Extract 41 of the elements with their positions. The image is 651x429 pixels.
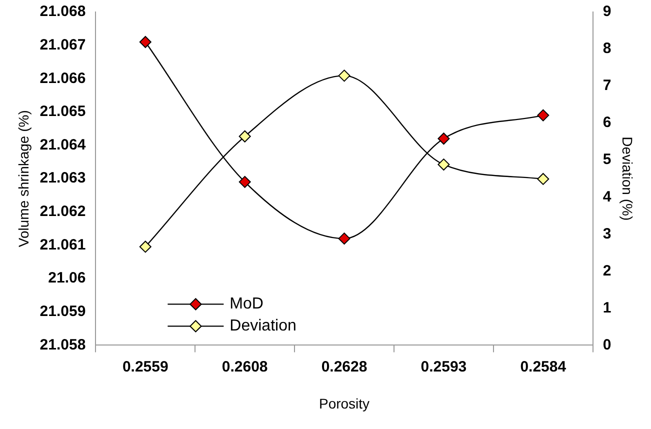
legend-label: Deviation bbox=[230, 318, 296, 335]
y-tick-label: 21.064 bbox=[40, 136, 86, 154]
y-tick-label: 21.058 bbox=[40, 336, 86, 354]
y2-tick-label: 3 bbox=[602, 225, 612, 242]
point bbox=[139, 36, 152, 48]
point bbox=[537, 172, 550, 185]
point bbox=[537, 109, 550, 122]
point bbox=[338, 70, 350, 82]
y2-tick-label: 2 bbox=[602, 262, 612, 280]
x-tick-label: 0.2628 bbox=[321, 358, 368, 376]
y-tick-label: 21.062 bbox=[40, 203, 86, 220]
y-tick-label: 21.061 bbox=[40, 236, 86, 254]
point bbox=[238, 176, 251, 188]
y2-axis-title: Deviation (%) bbox=[620, 136, 636, 221]
x-tick-label: 0.2608 bbox=[222, 358, 268, 376]
y-tick-label: 21.063 bbox=[40, 170, 86, 187]
y-tick-label: 21.066 bbox=[40, 70, 86, 87]
point bbox=[139, 240, 152, 253]
x-axis-title: Porosity bbox=[318, 395, 370, 412]
point bbox=[238, 130, 251, 142]
point bbox=[338, 232, 350, 245]
y-tick-label: 21.067 bbox=[40, 36, 86, 54]
y-tick-label: 21.065 bbox=[40, 103, 86, 120]
y2-tick-label: 6 bbox=[602, 114, 612, 132]
y2-tick-label: 0 bbox=[602, 336, 612, 354]
y-axis-title: Volume shrinkage (%) bbox=[15, 110, 32, 248]
legend-label: MoD bbox=[230, 296, 264, 313]
x-tick-label: 0.2559 bbox=[122, 358, 168, 376]
y2-tick-label: 8 bbox=[602, 40, 612, 58]
y2-tick-label: 1 bbox=[602, 299, 612, 316]
y-tick-label: 21.068 bbox=[40, 3, 86, 20]
y2-tick-label: 7 bbox=[602, 77, 612, 94]
x-tick-label: 0.2584 bbox=[520, 358, 567, 376]
x-tick-label: 0.2593 bbox=[420, 358, 467, 376]
y-tick-label: 21.06 bbox=[48, 270, 86, 287]
y-tick-label: 21.059 bbox=[40, 303, 86, 320]
y2-tick-label: 5 bbox=[602, 151, 612, 168]
y2-tick-label: 9 bbox=[602, 3, 612, 20]
point bbox=[438, 158, 450, 171]
point bbox=[438, 132, 450, 145]
y2-tick-label: 4 bbox=[602, 188, 612, 206]
